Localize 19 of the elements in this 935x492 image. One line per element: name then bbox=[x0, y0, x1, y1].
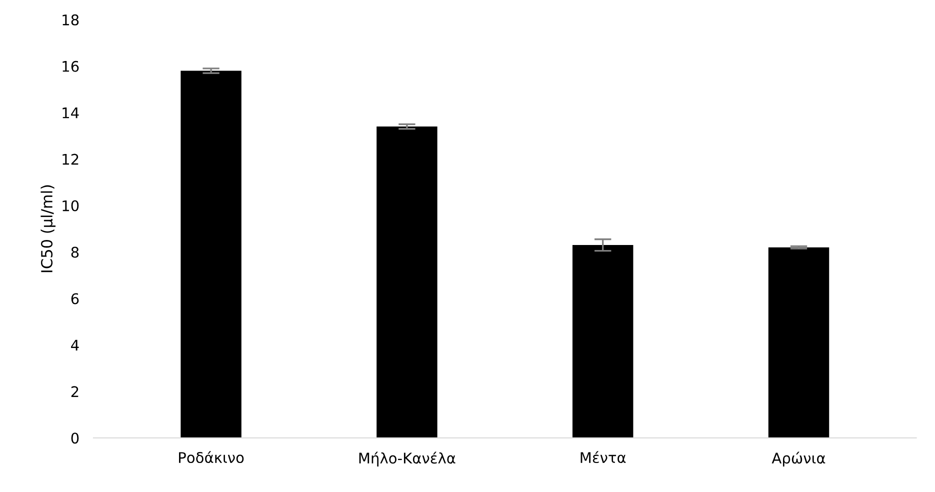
y-tick-label: 2 bbox=[71, 386, 78, 397]
bar bbox=[180, 70, 242, 438]
x-tick-label: Μήλο-Κανέλα bbox=[359, 452, 456, 466]
y-tick-label: 8 bbox=[71, 246, 79, 258]
x-tick-label: Αρώνια bbox=[772, 452, 826, 466]
bar bbox=[768, 247, 830, 438]
y-tick-label: 4 bbox=[71, 340, 79, 350]
y-tick-label: 16 bbox=[62, 60, 79, 72]
y-tick-label: 12 bbox=[62, 154, 78, 165]
y-tick-label: 18 bbox=[62, 14, 79, 26]
bar bbox=[376, 126, 438, 438]
y-tick-label: 14 bbox=[62, 108, 79, 118]
x-tick-label: Ροδάκινο bbox=[179, 451, 244, 464]
y-axis-title: IC50 (μl/ml) bbox=[40, 185, 56, 272]
y-tick-label: 10 bbox=[62, 200, 79, 212]
x-tick-label: Μέντα bbox=[580, 451, 626, 464]
bar bbox=[572, 245, 634, 438]
y-tick-label: 6 bbox=[71, 293, 79, 304]
y-tick-label: 0 bbox=[71, 432, 79, 444]
